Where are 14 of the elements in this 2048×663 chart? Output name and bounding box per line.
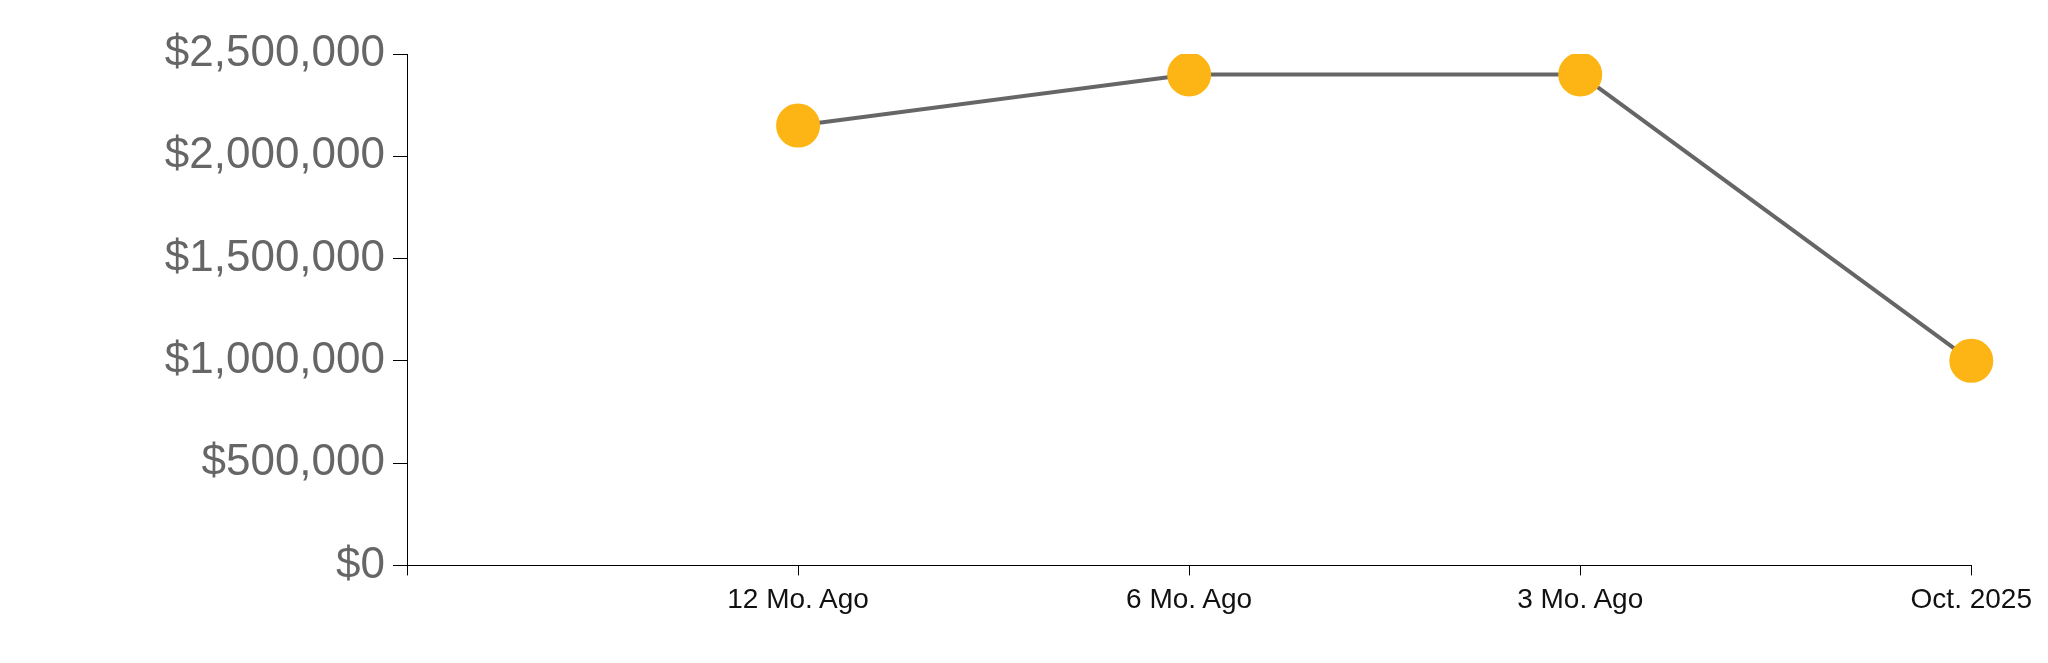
x-tick-label: Oct. 2025 (1910, 582, 2032, 614)
x-tick-label: 3 Mo. Ago (1517, 582, 1644, 614)
y-tick-label: $0 (336, 537, 385, 587)
y-tick-label: $2,000,000 (164, 128, 385, 178)
point (1167, 54, 1212, 97)
y-tick-label: $1,000,000 (164, 332, 385, 382)
point (1558, 54, 1603, 97)
y-tick-label: $1,500,000 (164, 230, 385, 280)
x-tick-label: 6 Mo. Ago (1126, 582, 1253, 614)
x-tick-label: 12 Mo. Ago (727, 582, 869, 614)
y-tick-label: $500,000 (201, 435, 385, 485)
y-tick-label: $2,500,000 (164, 26, 385, 76)
point (1949, 338, 1994, 383)
point (776, 103, 821, 148)
